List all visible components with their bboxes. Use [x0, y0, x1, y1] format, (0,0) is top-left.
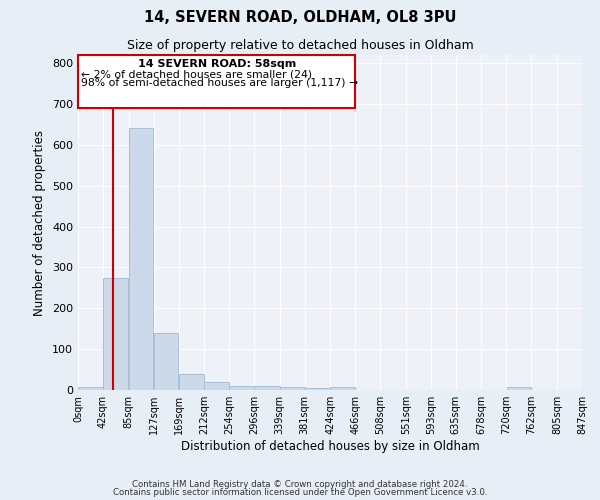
Text: Contains public sector information licensed under the Open Government Licence v3: Contains public sector information licen… — [113, 488, 487, 497]
Bar — [305, 388, 330, 390]
Bar — [331, 386, 355, 390]
Bar — [129, 128, 154, 390]
Text: 14, SEVERN ROAD, OLDHAM, OL8 3PU: 14, SEVERN ROAD, OLDHAM, OL8 3PU — [144, 10, 456, 25]
Bar — [78, 386, 103, 390]
Text: 14 SEVERN ROAD: 58sqm: 14 SEVERN ROAD: 58sqm — [137, 59, 296, 69]
Text: ← 2% of detached houses are smaller (24): ← 2% of detached houses are smaller (24) — [81, 70, 312, 80]
Y-axis label: Number of detached properties: Number of detached properties — [34, 130, 46, 316]
FancyBboxPatch shape — [78, 55, 355, 108]
Bar — [179, 374, 204, 390]
Bar — [204, 382, 229, 390]
Text: Contains HM Land Registry data © Crown copyright and database right 2024.: Contains HM Land Registry data © Crown c… — [132, 480, 468, 489]
Text: Size of property relative to detached houses in Oldham: Size of property relative to detached ho… — [127, 39, 473, 52]
Bar — [506, 386, 531, 390]
Bar — [280, 386, 305, 390]
Bar — [254, 386, 280, 390]
Bar — [154, 333, 178, 390]
Bar — [229, 386, 254, 390]
Text: 98% of semi-detached houses are larger (1,117) →: 98% of semi-detached houses are larger (… — [81, 78, 358, 88]
X-axis label: Distribution of detached houses by size in Oldham: Distribution of detached houses by size … — [181, 440, 479, 453]
Bar — [103, 278, 128, 390]
